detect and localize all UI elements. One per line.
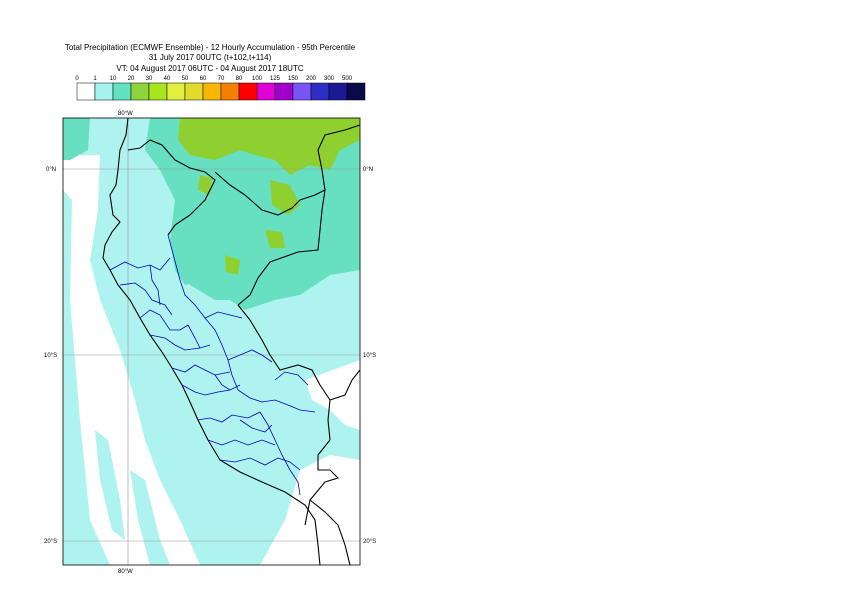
legend-tick-label: 50	[182, 76, 189, 82]
precip-medium-area	[175, 235, 210, 285]
precip-medium-area	[63, 118, 90, 160]
legend-tick-label: 100	[252, 76, 263, 82]
precip-heavy-patch	[265, 230, 285, 248]
precip-light-streak	[95, 430, 125, 540]
map-title: Total Precipitation (ECMWF Ensemble) - 1…	[64, 43, 356, 52]
legend-tick-label: 80	[236, 76, 243, 82]
legend-box	[346, 82, 366, 101]
dry-area-south-east	[305, 360, 360, 430]
graticule	[63, 118, 360, 565]
precip-heavy-patch	[198, 175, 212, 195]
lat-label-10-right: 10°S	[363, 353, 376, 359]
precip-heavy-patch	[270, 180, 300, 215]
legend-tick-label: 70	[218, 76, 225, 82]
legend-tick-label: 1	[93, 76, 97, 82]
dry-area-south	[260, 455, 360, 565]
legend-tick-label: 10	[110, 76, 117, 82]
legend-tick-label: 60	[200, 76, 207, 82]
legend-tick-label: 125	[270, 76, 281, 82]
lat-label-20-left: 20°S	[44, 539, 57, 545]
legend-tick-label: 30	[146, 76, 153, 82]
country-borders	[102, 117, 361, 566]
lon-label-bottom: 80°W	[118, 569, 133, 575]
valid-time: VT: 04 August 2017 06UTC - 04 August 201…	[116, 64, 304, 73]
lat-label-20-right: 20°S	[363, 539, 376, 545]
legend-tick-label: 20	[128, 76, 135, 82]
legend-tick-label: 200	[306, 76, 317, 82]
lat-label-10-left: 10°S	[44, 353, 57, 359]
legend-tick-label: 500	[342, 76, 353, 82]
legend-tick-label: 150	[288, 76, 299, 82]
lat-label-0-right: 0°N	[363, 167, 373, 173]
precip-light-streak	[63, 190, 110, 565]
map-field	[63, 118, 360, 565]
base-time: 31 July 2017 00UTC (t+102,t+114)	[148, 53, 272, 62]
lat-label-0-left: 0°N	[46, 167, 56, 173]
precip-heavy-area	[178, 118, 360, 175]
legend-tick-label: 300	[324, 76, 335, 82]
precip-heavy-patch	[225, 255, 240, 275]
legend-tick-label: 0	[75, 76, 79, 82]
legend-tick-label: 40	[164, 76, 171, 82]
legend-tick-labels: 0 1 10 20 30 40 50 60 70 80 100 125 150 200 300 500	[75, 76, 352, 82]
dry-area-ocean	[63, 155, 200, 565]
map-frame	[62, 117, 361, 566]
lon-label-top: 80°W	[118, 111, 133, 117]
legend-color-boxes	[76, 82, 366, 101]
color-legend: 0 1 10 20 30 40 50 60 70 80 100 125 150 200 300 500	[75, 76, 366, 101]
region-boundaries	[109, 234, 316, 496]
